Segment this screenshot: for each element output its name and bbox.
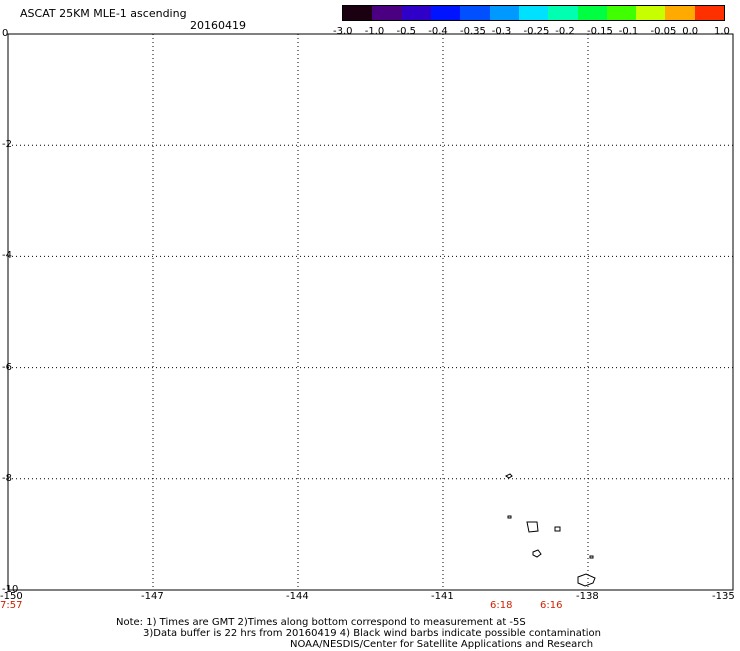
colorbar-segment — [430, 6, 461, 20]
island-outline — [589, 555, 594, 559]
x-tick-label: -144 — [286, 591, 309, 602]
colorbar-label: -0.1 — [618, 26, 639, 37]
x-tick-label: -147 — [141, 591, 164, 602]
lat-lon-grid — [8, 34, 733, 590]
x-tick-label: -150 — [0, 591, 23, 602]
colorbar-segment — [460, 6, 490, 20]
time-label-west: 7:57 — [0, 600, 23, 611]
colorbar-label: -0.2 — [555, 26, 575, 37]
colorbar-label: 0.0 — [682, 26, 699, 37]
x-tick-label: -138 — [576, 591, 599, 602]
x-tick-label: -141 — [431, 591, 454, 602]
colorbar-segment — [489, 6, 519, 20]
y-tick-label: -10 — [2, 584, 19, 595]
note-line-3: NOAA/NESDIS/Center for Satellite Applica… — [290, 639, 594, 650]
colorbar-label: -0.4 — [428, 26, 448, 37]
island-outline — [526, 521, 539, 533]
colorbar-label: -3.0 — [333, 26, 353, 37]
colorbar-segment — [577, 6, 607, 20]
time-label-east-1: 6:18 — [490, 600, 513, 611]
colorbar-segment — [518, 6, 549, 20]
colorbar — [342, 5, 725, 21]
colorbar-segment — [606, 6, 637, 20]
y-tick-label: -2 — [2, 139, 12, 151]
product-date: 20160419 — [190, 19, 246, 32]
colorbar-segment — [694, 6, 724, 20]
colorbar-segment — [665, 6, 695, 20]
colorbar-label: 1.0 — [714, 26, 730, 37]
colorbar-labels: -3.0 -1.0 -0.5 -0.4 -0.35 -0.3 -0.25 -0.2 -0.15-… — [0, 26, 740, 38]
island-outline — [507, 515, 512, 519]
y-tick-label: -6 — [2, 361, 12, 373]
colorbar-label: -0.05 — [650, 26, 677, 37]
y-tick-label: -8 — [2, 472, 12, 484]
island-outline — [505, 473, 513, 479]
x-tick-label: -135 — [712, 591, 735, 602]
y-tick-label: -4 — [2, 250, 12, 262]
island-outline — [577, 573, 596, 587]
island-outlines — [505, 473, 596, 587]
island-outline — [554, 526, 561, 532]
colorbar-segment — [372, 6, 402, 20]
time-label-east-2: 6:16 — [540, 600, 563, 611]
island-outline — [532, 549, 542, 558]
note-line-1: Note: 1) Times are GMT 2)Times along bot… — [116, 617, 526, 628]
map-frame — [7, 33, 734, 591]
product-title: ASCAT 25KM MLE-1 ascending — [20, 7, 187, 20]
colorbar-label: -0.15 — [587, 26, 613, 37]
colorbar-segment — [401, 6, 431, 20]
y-tick-label: 0 — [2, 28, 9, 39]
colorbar-segment — [548, 6, 578, 20]
colorbar-segment — [343, 6, 373, 20]
colorbar-segment — [636, 6, 666, 20]
colorbar-label: -1.0 — [364, 26, 385, 37]
note-line-2: 3)Data buffer is 22 hrs from 20160419 4)… — [143, 628, 601, 639]
colorbar-label: -0.35 — [460, 26, 486, 37]
colorbar-label: -0.3 — [491, 26, 512, 37]
colorbar-label: -0.5 — [396, 26, 417, 37]
colorbar-label: -0.25 — [523, 26, 550, 37]
